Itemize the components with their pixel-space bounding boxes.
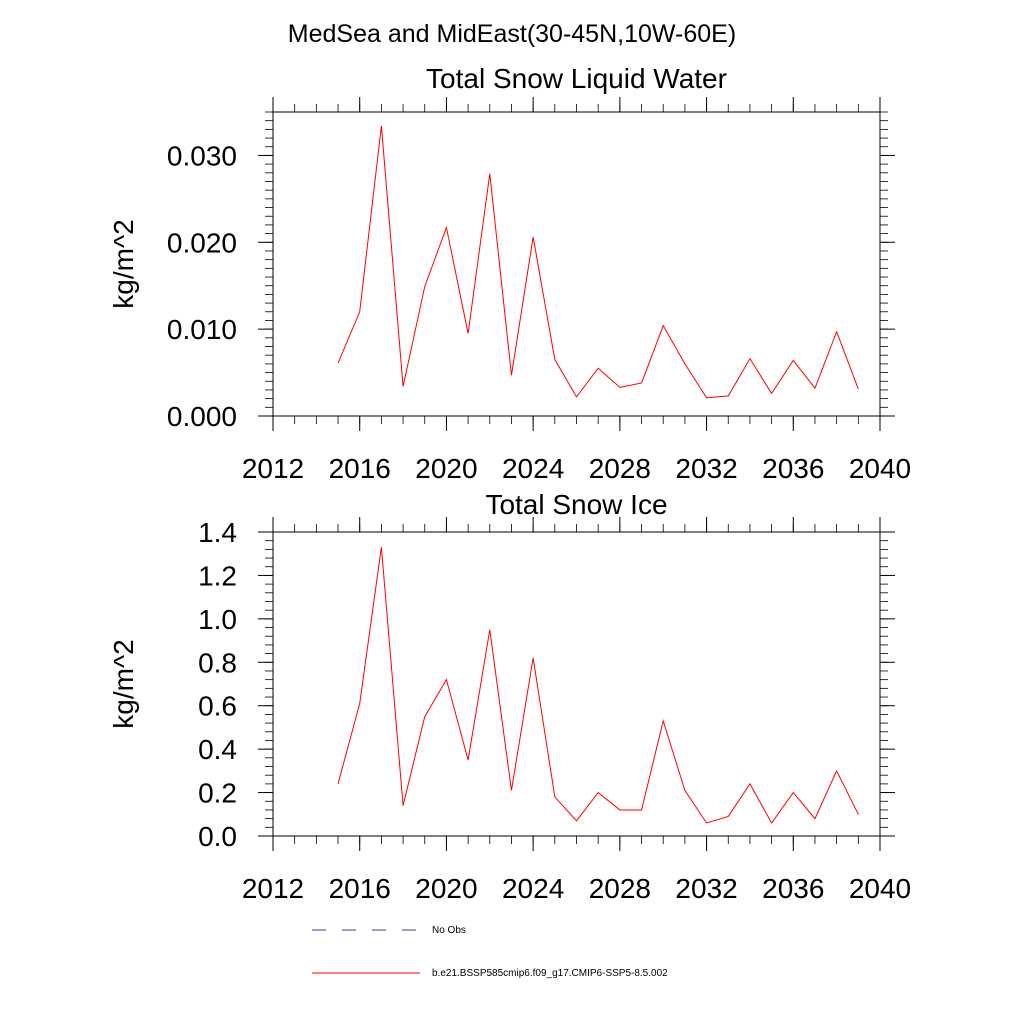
y-tick-label: 0.8: [198, 647, 237, 678]
x-tick-label: 2028: [589, 453, 651, 484]
chart-title: Total Snow Liquid Water: [426, 63, 727, 94]
series-line: [337, 547, 859, 824]
y-tick-label: 1.2: [198, 560, 237, 591]
plot-frame: [272, 111, 881, 417]
y-tick-label: 0.020: [167, 227, 237, 258]
x-tick-label: 2028: [589, 873, 651, 904]
y-axis-label: kg/m^2: [108, 639, 139, 728]
figure-title: MedSea and MidEast(30-45N,10W-60E): [288, 20, 736, 48]
x-tick-label: 2036: [762, 873, 824, 904]
legend-item-no-obs: No Obs: [312, 925, 466, 936]
y-tick-label: 0.4: [198, 734, 237, 765]
y-axis-label: kg/m^2: [108, 219, 139, 308]
x-tick-label: 2016: [329, 453, 391, 484]
y-tick-label: 0.010: [167, 314, 237, 345]
chart-snow-liquid-water: Total Snow Liquid Water kg/m^2 0.000 0.010 0…: [108, 63, 911, 484]
x-tick-label: 2040: [849, 873, 911, 904]
chart-title: Total Snow Ice: [485, 489, 667, 520]
legend-label-model-run: b.e21.BSSP585cmip6.f09_g17.CMIP6-SSP5-8.…: [432, 968, 668, 979]
y-tick-label: 0.0: [198, 821, 237, 852]
x-tick-label: 2020: [415, 453, 477, 484]
x-tick-label: 2020: [415, 873, 477, 904]
x-tick-label: 2032: [675, 453, 737, 484]
y-tick-label: 0.000: [167, 401, 237, 432]
legend-item-model-run: b.e21.BSSP585cmip6.f09_g17.CMIP6-SSP5-8.…: [312, 968, 668, 979]
y-tick-label: 1.0: [198, 604, 237, 635]
series-line: [337, 125, 859, 399]
y-tick-label: 0.2: [198, 778, 237, 809]
x-tick-label: 2024: [502, 453, 564, 484]
x-tick-label: 2012: [242, 453, 304, 484]
y-tick-label: 0.030: [167, 140, 237, 171]
x-tick-label: 2040: [849, 453, 911, 484]
legend: No Obs b.e21.BSSP585cmip6.f09_g17.CMIP6-…: [312, 925, 668, 979]
x-tick-label: 2012: [242, 873, 304, 904]
chart-snow-ice: Total Snow Ice kg/m^2 0.0 0.2 0.4 0.6 0.8 1.0 1.…: [108, 489, 911, 904]
legend-label-no-obs: No Obs: [432, 925, 466, 936]
x-tick-label: 2016: [329, 873, 391, 904]
y-tick-label: 0.6: [198, 691, 237, 722]
plot-frame: [272, 531, 881, 837]
x-tick-label: 2036: [762, 453, 824, 484]
y-tick-label: 1.4: [198, 517, 237, 548]
x-tick-label: 2032: [675, 873, 737, 904]
x-tick-label: 2024: [502, 873, 564, 904]
